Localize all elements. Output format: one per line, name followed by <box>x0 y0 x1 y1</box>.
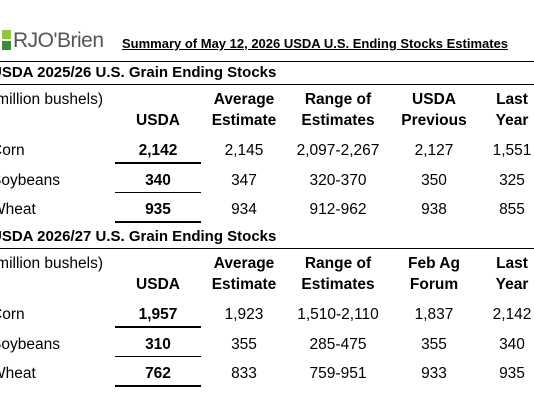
cell-value: 350 <box>421 171 447 189</box>
cell-value: 325 <box>499 171 525 189</box>
cell-value: 1,923 <box>224 306 264 323</box>
column-header: Estimates <box>301 276 375 293</box>
column-header: USDA <box>136 112 180 129</box>
logo-mark <box>2 41 11 50</box>
cell-value: 855 <box>499 201 525 218</box>
row-label: Corn <box>0 306 25 323</box>
divider <box>0 248 534 249</box>
column-header: Average <box>213 255 275 272</box>
page-title: Summary of May 12, 2026 USDA U.S. Ending… <box>122 36 509 51</box>
logo-mark <box>2 30 11 39</box>
row-label: Wheat <box>0 201 36 218</box>
cell-value: 340 <box>499 335 525 353</box>
unit-label: (million bushels) <box>0 91 103 108</box>
cell-value: 310 <box>145 335 171 353</box>
column-header: Forum <box>409 276 459 293</box>
unit-label: (million bushels) <box>0 255 103 272</box>
column-header: Average <box>213 91 275 108</box>
cell-value: 934 <box>231 201 257 218</box>
column-header: USDA <box>136 276 180 293</box>
column-header: Year <box>495 112 529 129</box>
cell-value: 355 <box>231 335 257 353</box>
column-header: Last <box>496 255 528 272</box>
logo-text: RJO'Brien <box>13 29 104 52</box>
underline <box>115 326 201 328</box>
cell-value: 2,142 <box>138 142 178 159</box>
cell-value: 2,142 <box>492 306 532 323</box>
cell-value: 762 <box>145 365 171 382</box>
cell-value: 1,551 <box>492 142 532 159</box>
column-header: Feb Ag <box>408 255 460 272</box>
cell-value: 320-370 <box>309 171 367 189</box>
divider <box>0 84 534 85</box>
cell-value: 933 <box>421 365 447 382</box>
cell-value: 2,145 <box>224 142 264 159</box>
cell-value: 355 <box>421 335 447 353</box>
cell-value: 833 <box>231 365 257 382</box>
column-header: Previous <box>401 112 467 129</box>
section-title: USDA 2026/27 U.S. Grain Ending Stocks <box>0 228 277 245</box>
column-header: Estimate <box>211 276 277 293</box>
column-header: Last <box>496 91 528 108</box>
underline <box>115 355 201 357</box>
cell-value: 2,127 <box>414 142 454 159</box>
cell-value: 912-962 <box>309 201 367 218</box>
column-header: Year <box>495 276 529 293</box>
column-header: Estimates <box>301 112 375 129</box>
cell-value: 1,837 <box>414 306 454 323</box>
column-header: USDA <box>412 91 456 108</box>
cell-value: 1,957 <box>138 306 178 323</box>
cell-value: 2,097-2,267 <box>296 142 380 159</box>
cell-value: 759-951 <box>309 365 367 382</box>
row-label: Soybeans <box>0 171 60 189</box>
divider <box>0 61 534 62</box>
underline <box>115 191 201 193</box>
cell-value: 935 <box>145 201 171 218</box>
row-label: Corn <box>0 142 25 159</box>
cell-value: 1,510-2,110 <box>297 306 379 323</box>
section-title: USDA 2025/26 U.S. Grain Ending Stocks <box>0 64 277 81</box>
row-label: Wheat <box>0 365 36 382</box>
column-header: Range of <box>304 255 372 272</box>
cell-value: 938 <box>421 201 447 218</box>
cell-value: 340 <box>145 171 171 189</box>
cell-value: 935 <box>499 365 525 382</box>
column-header: Range of <box>304 91 372 108</box>
column-header: Estimate <box>211 112 277 129</box>
underline <box>115 385 201 387</box>
underline <box>115 221 201 223</box>
row-label: Soybeans <box>0 335 60 353</box>
cell-value: 285-475 <box>309 335 367 353</box>
underline <box>115 162 201 164</box>
cell-value: 347 <box>231 171 257 189</box>
